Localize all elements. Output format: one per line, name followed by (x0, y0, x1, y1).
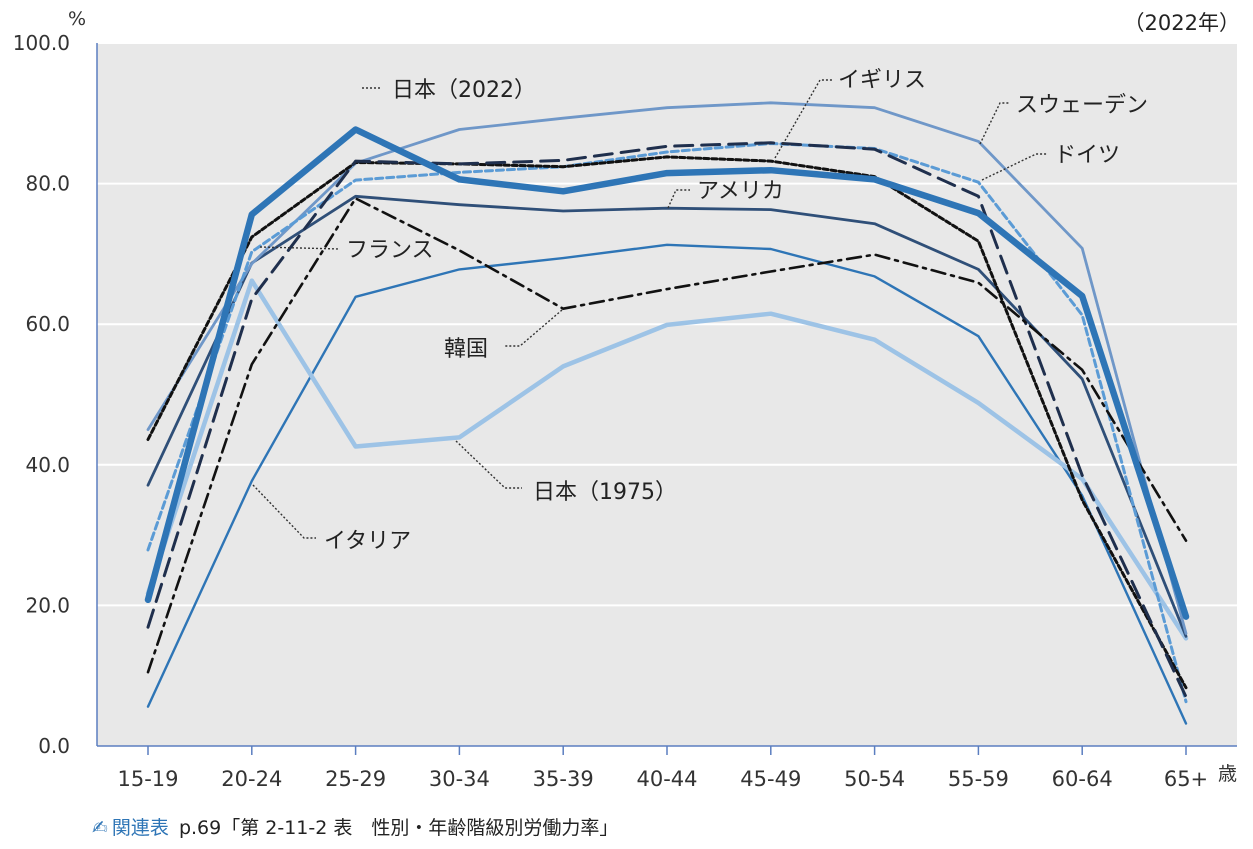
series-line (146, 197, 1188, 674)
series-label: イタリア (324, 529, 411, 554)
label-leaders (252, 79, 1048, 539)
x-tick-label: 35-39 (533, 767, 594, 791)
label-leader-line (667, 189, 690, 209)
x-tick-label: 65+ (1164, 767, 1208, 791)
year-note: （2022年） (1124, 11, 1240, 35)
x-axis-ticks (147, 746, 1187, 755)
series-label: アメリカ (697, 179, 784, 204)
y-tick-label: 20.0 (25, 593, 70, 617)
y-tick-label: 80.0 (25, 172, 70, 196)
y-tick-label: 40.0 (25, 453, 70, 477)
x-tick-label: 15-19 (117, 767, 178, 791)
related-table-note: ✍ 関連表 p.69「第 2-11-2 表 性別・年齢階級別労働力率」 (92, 813, 618, 840)
series-line (144, 126, 1190, 620)
x-tick-label: 50-54 (844, 767, 905, 791)
x-tick-label: 45-49 (740, 767, 801, 791)
label-leader-line (259, 246, 341, 250)
label-leader-line (979, 102, 1010, 145)
series-line (146, 194, 1188, 638)
series-label: フランス (346, 238, 434, 263)
x-tick-label: 25-29 (325, 767, 386, 791)
y-axis-tick-labels: 0.0 20.0 40.0 60.0 80.0 100.0 (13, 31, 70, 758)
x-tick-label: 55-59 (948, 767, 1009, 791)
y-tick-label: 100.0 (13, 31, 70, 55)
y-tick-label: 60.0 (25, 312, 70, 336)
label-leader-line (252, 484, 316, 539)
related-table-text: p.69「第 2-11-2 表 性別・年齢階級別労働力率」 (178, 817, 619, 839)
x-tick-label: 20-24 (221, 767, 282, 791)
related-table-label: 関連表 (111, 817, 169, 839)
plot-area (97, 43, 1237, 746)
x-unit-label: 歳 (1218, 763, 1237, 785)
x-tick-label: 30-34 (429, 767, 490, 791)
x-tick-label: 40-44 (636, 767, 697, 791)
series-line (146, 243, 1188, 725)
series-labels: 日本（2022） 日本（1975） イギリススウェーデンドイツアメリカフランス韓国イ… (324, 68, 1148, 554)
series-label: 韓国 (444, 337, 488, 362)
y-tick-label: 0.0 (38, 734, 70, 758)
series-line (146, 141, 1188, 699)
series-line (146, 142, 1188, 704)
series-label: ドイツ (1054, 143, 1120, 168)
series-label: スウェーデン (1016, 93, 1148, 118)
series-lines (144, 101, 1190, 725)
x-axis-tick-labels: 15-19 20-24 25-29 30-34 35-39 40-44 45-49 50-54… (117, 767, 1208, 791)
series-line (146, 155, 1188, 690)
series-label: 日本（2022） (392, 78, 536, 103)
series-label: イギリス (838, 68, 926, 93)
x-tick-label: 60-64 (1052, 767, 1113, 791)
series-line (145, 278, 1189, 641)
y-unit-label: % (68, 8, 86, 30)
series-line (146, 101, 1188, 635)
label-leader-line (504, 309, 563, 347)
series-label: 日本（1975） (533, 480, 677, 505)
pen-icon: ✍ (92, 817, 108, 839)
